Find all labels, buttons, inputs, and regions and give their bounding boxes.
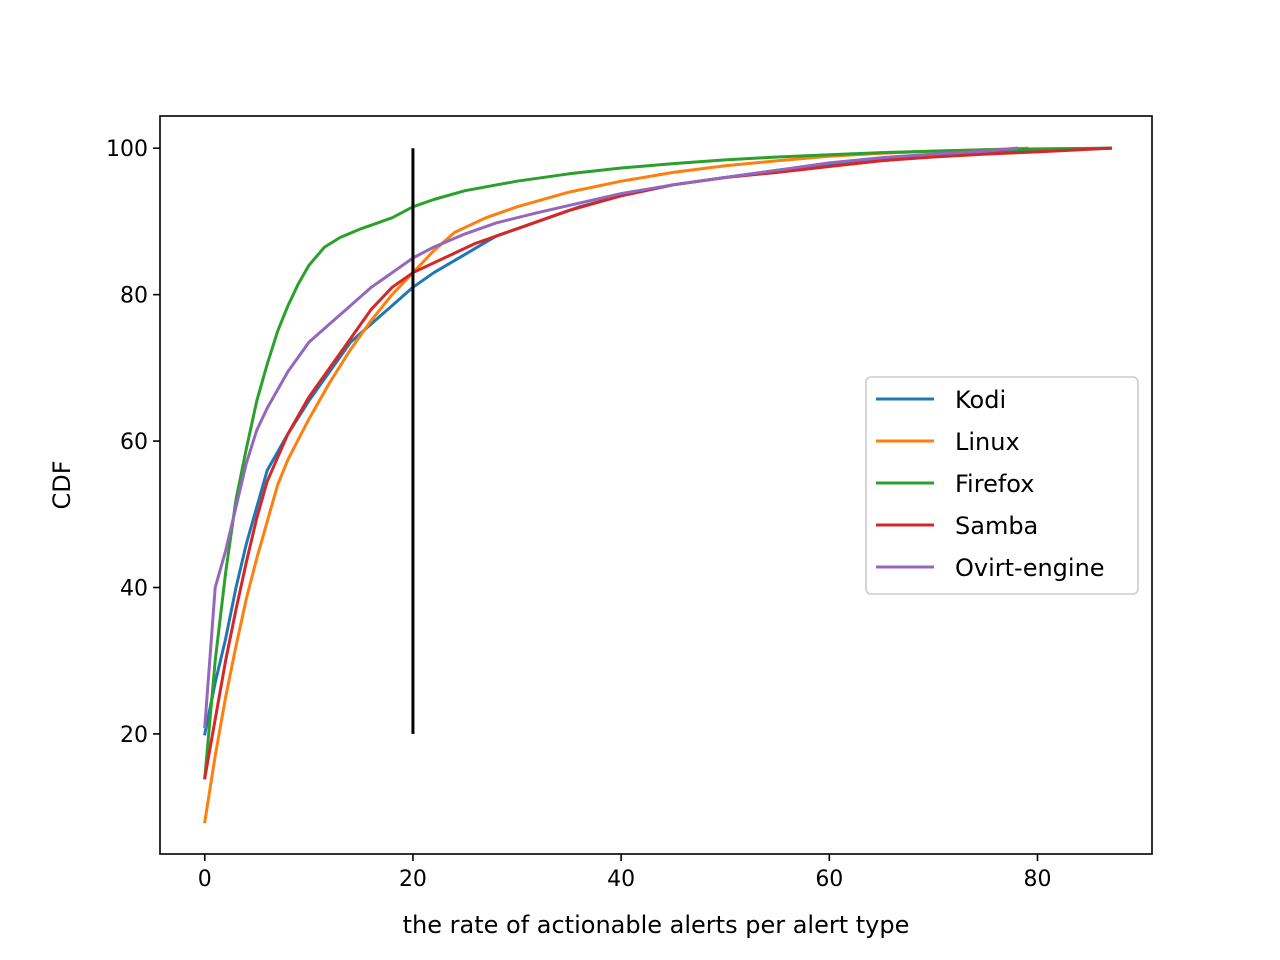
- legend-items: Kodi Linux Firefox Samba Ovirt-engine: [876, 386, 1105, 582]
- x-axis-label: the rate of actionable alerts per alert …: [403, 911, 910, 939]
- x-axis-ticks: 0 20 40 60 80: [198, 854, 1051, 892]
- y-tick-label: 80: [120, 284, 148, 309]
- y-axis-ticks: 20 40 60 80 100: [106, 137, 160, 748]
- plot-frame: [159, 115, 1153, 855]
- y-tick-label: 40: [120, 577, 148, 602]
- x-tick-label: 0: [198, 867, 212, 892]
- y-axis-label: CDF: [48, 460, 76, 509]
- legend-label-linux: Linux: [955, 428, 1020, 456]
- legend: Kodi Linux Firefox Samba Ovirt-engine: [865, 376, 1139, 595]
- x-tick-label: 80: [1023, 867, 1051, 892]
- y-tick-label: 100: [106, 137, 148, 162]
- x-tick-label: 40: [607, 867, 635, 892]
- series-line-firefox: [203, 146, 1112, 780]
- series-line-samba: [203, 146, 1112, 780]
- x-tick-label: 60: [815, 867, 843, 892]
- legend-label-kodi: Kodi: [955, 386, 1006, 414]
- series-line-ovirt-engine: [203, 146, 1019, 729]
- x-tick-label: 20: [399, 867, 427, 892]
- y-tick-label: 20: [120, 723, 148, 748]
- legend-label-ovirt-engine: Ovirt-engine: [955, 554, 1105, 582]
- y-tick-label: 60: [120, 430, 148, 455]
- legend-label-samba: Samba: [955, 512, 1038, 540]
- legend-label-firefox: Firefox: [955, 470, 1034, 498]
- legend-box: [865, 376, 1139, 595]
